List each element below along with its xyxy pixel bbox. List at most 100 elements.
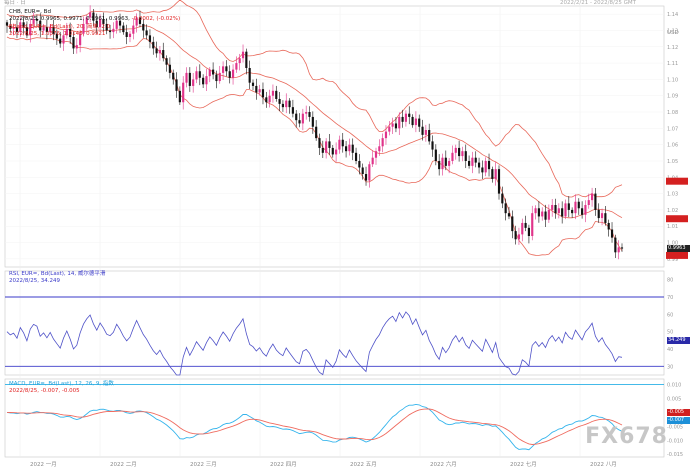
candle-body — [142, 23, 145, 31]
candle-body — [291, 107, 294, 114]
candle-body — [99, 19, 102, 28]
candle-body — [321, 147, 324, 153]
candle-body — [421, 126, 424, 135]
candle-body — [378, 146, 381, 152]
rsi-info-line2: 2022/8/25, 34.249 — [9, 278, 60, 284]
candle-body — [278, 98, 281, 104]
candle-body — [311, 116, 314, 127]
candle-body — [600, 213, 604, 219]
price-y-tick: 1.05 — [667, 159, 678, 165]
candle-body — [205, 76, 208, 85]
price-y-tick: 1.00 — [667, 241, 678, 247]
price-y-tick: 1.14 — [667, 12, 678, 18]
candle-body — [59, 38, 62, 44]
candle-body — [335, 149, 338, 155]
candle-body — [188, 72, 191, 86]
candle-body — [428, 129, 431, 142]
candle-body — [404, 113, 407, 122]
candle-body — [42, 27, 45, 31]
candle-body — [122, 25, 125, 33]
price-y-tick: 1.07 — [667, 126, 678, 132]
candle-body — [35, 19, 38, 21]
x-axis-label: 2022 六月 — [430, 460, 457, 468]
candle-body — [364, 174, 368, 181]
candle-body — [118, 20, 122, 26]
candle-body — [32, 19, 35, 24]
candle-body — [358, 160, 361, 168]
candle-body — [451, 152, 454, 161]
x-axis-label: 2022 四月 — [270, 461, 297, 468]
rsi-y-tick: 30 — [667, 364, 673, 370]
macd-info-line2: 2022/8/25, -0.007, -0.005 — [9, 388, 80, 394]
candle-body — [438, 160, 441, 170]
candle-body — [617, 247, 620, 253]
candle-body — [448, 160, 451, 166]
x-axis-label: 2022 七月 — [510, 460, 537, 468]
candle-body — [454, 147, 457, 153]
candle-body — [431, 141, 434, 150]
candle-body — [354, 152, 358, 161]
candle-body — [155, 48, 158, 54]
rsi-y-tick: 80 — [667, 278, 673, 284]
candle-body — [597, 209, 600, 219]
candle-body — [501, 193, 504, 204]
candle-body — [69, 28, 72, 37]
x-axis-label: 2022 五月 — [350, 461, 377, 468]
candle-body — [318, 138, 321, 148]
candle-body — [152, 41, 155, 49]
candle-body — [571, 209, 574, 214]
candle-body — [135, 17, 138, 26]
macd-value-tag: -0.007 — [667, 417, 690, 424]
price-y-tick: 1.03 — [667, 192, 678, 198]
candle-body — [39, 20, 42, 31]
candle-body — [504, 203, 507, 214]
candle-body — [521, 222, 524, 235]
x-axis-label: 2022 三月 — [190, 461, 217, 468]
candle-body — [491, 169, 494, 179]
candle-body — [238, 58, 241, 64]
topbar-right-label: 2022/2/21 - 2022/8/25 GMT — [560, 0, 636, 6]
macd-signal-line — [6, 408, 623, 445]
candle-body — [265, 97, 268, 103]
candle-body — [62, 35, 65, 44]
rsi-line — [6, 311, 623, 376]
candle-body — [288, 100, 291, 108]
candle-body — [468, 160, 471, 166]
candle-body — [374, 151, 378, 158]
candle-body — [261, 89, 265, 98]
candle-body — [537, 208, 540, 217]
candle-body — [112, 28, 115, 33]
candle-body — [271, 90, 275, 96]
candle-body — [9, 25, 12, 29]
candle-body — [225, 66, 228, 72]
candle-body — [544, 211, 547, 220]
candle-body — [514, 231, 517, 240]
candle-body — [574, 201, 577, 214]
candle-body — [301, 113, 304, 124]
candle-body — [231, 69, 235, 78]
candle-body — [494, 169, 497, 179]
candle-body — [241, 51, 245, 59]
price-panel-frame — [4, 5, 665, 268]
price-info-line2: 2022/8/25, 0.9965, 0.9971, 0.9961, 0.996… — [9, 16, 180, 23]
candle-body — [298, 120, 301, 124]
price-info-line1: CHB, EUR=, Bd — [9, 9, 51, 15]
candle-body — [388, 126, 391, 132]
candle-body — [258, 89, 261, 93]
macd-y-tick: -0.010 — [667, 438, 683, 444]
candle-body — [235, 63, 238, 70]
candle-body — [414, 118, 417, 126]
candle-body — [45, 27, 48, 33]
candle-body — [434, 149, 437, 161]
candle-body — [245, 51, 248, 68]
macd-panel-frame — [4, 378, 665, 458]
bband-middle-tag — [666, 215, 688, 223]
candle-body — [614, 237, 617, 253]
candle-body — [581, 208, 584, 215]
candle-body — [497, 169, 501, 194]
candle-body — [557, 208, 560, 214]
candle-body — [55, 33, 58, 39]
candle-body — [52, 27, 55, 34]
price-y-tick: 1.13 — [667, 28, 678, 34]
